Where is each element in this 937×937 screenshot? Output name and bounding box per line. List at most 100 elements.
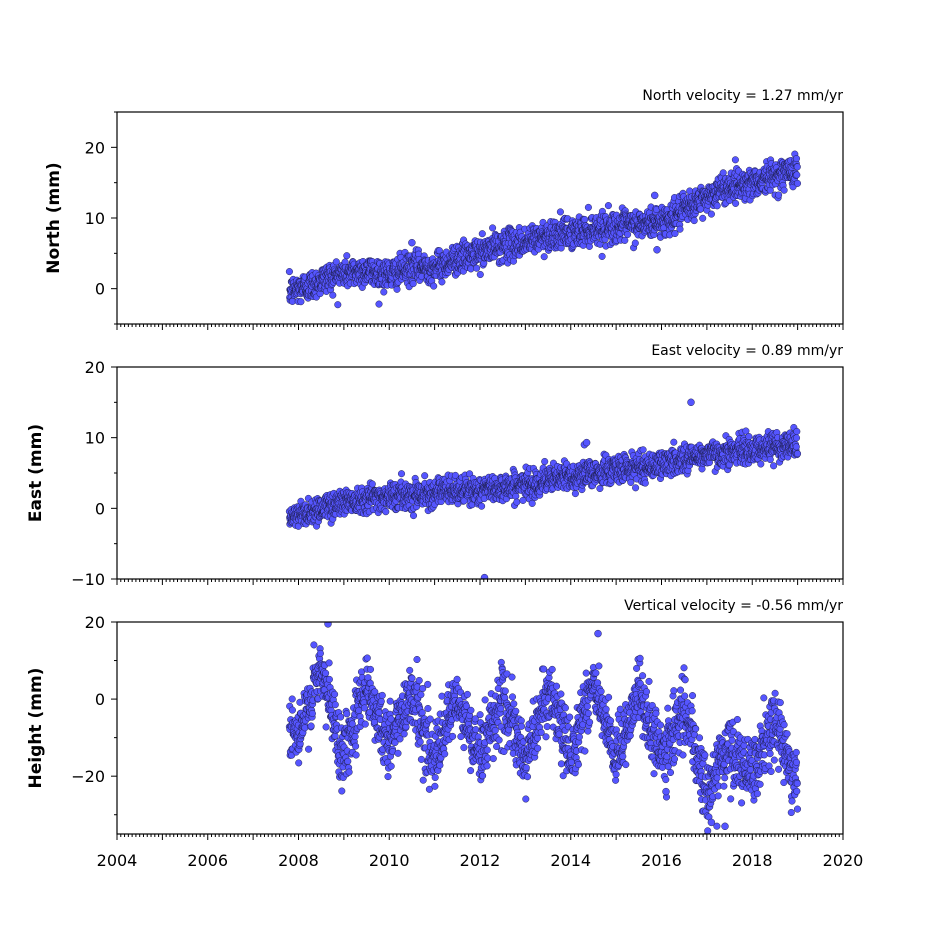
data-point xyxy=(384,773,392,781)
data-point xyxy=(707,210,715,218)
data-point xyxy=(632,484,640,492)
data-point xyxy=(377,697,385,705)
data-point xyxy=(489,224,497,232)
data-point xyxy=(301,724,309,732)
data-point xyxy=(670,438,678,446)
y-tick-label: 0 xyxy=(95,280,105,299)
height-axis-label: Height (mm) xyxy=(26,668,46,789)
outlier-point xyxy=(650,191,659,200)
data-point xyxy=(368,480,376,488)
data-point xyxy=(793,179,802,187)
data-point xyxy=(361,720,369,728)
data-point xyxy=(513,498,521,506)
data-point xyxy=(382,508,390,516)
data-point xyxy=(380,288,388,296)
north-axes: 0 10 20 xyxy=(85,111,844,330)
data-point xyxy=(598,252,606,260)
data-point xyxy=(478,230,486,238)
outlier-point xyxy=(408,238,416,247)
data-point xyxy=(793,171,801,179)
data-point xyxy=(345,768,353,776)
data-point xyxy=(408,674,416,682)
data-point xyxy=(473,264,481,272)
data-point xyxy=(334,301,342,309)
data-point xyxy=(745,433,753,441)
data-point xyxy=(476,270,484,279)
data-point xyxy=(331,690,339,698)
data-point xyxy=(478,502,486,510)
y-tick-label: 0 xyxy=(95,499,105,518)
data-point xyxy=(584,203,592,211)
north-axis-label: North (mm) xyxy=(44,162,64,273)
outlier-point xyxy=(582,438,591,447)
data-point xyxy=(556,208,564,216)
data-point xyxy=(338,787,346,795)
data-point xyxy=(310,641,318,649)
data-point xyxy=(387,762,395,770)
data-point xyxy=(770,462,778,470)
data-point xyxy=(540,253,548,261)
data-point xyxy=(305,745,313,753)
data-point xyxy=(699,214,707,222)
data-point xyxy=(332,258,340,266)
data-point xyxy=(581,215,589,224)
plot-frame xyxy=(116,111,844,325)
data-point xyxy=(793,450,802,458)
data-point xyxy=(732,199,740,207)
y-tick-label: 20 xyxy=(85,358,105,377)
data-point xyxy=(331,701,339,709)
data-point xyxy=(325,659,333,667)
data-point xyxy=(793,163,801,171)
y-tick-label: 10 xyxy=(85,209,105,228)
data-point xyxy=(363,654,371,662)
data-point xyxy=(671,229,679,238)
data-point xyxy=(308,709,316,718)
outlier-point xyxy=(653,246,661,254)
data-point xyxy=(624,230,632,239)
data-point xyxy=(329,291,337,299)
data-point xyxy=(409,512,418,520)
east-axis-label: East (mm) xyxy=(26,424,46,522)
data-point xyxy=(343,252,351,260)
data-point xyxy=(793,427,801,436)
data-point xyxy=(792,434,801,442)
data-point xyxy=(344,757,352,765)
data-point xyxy=(366,665,375,673)
north-velocity-label: North velocity = 1.27 mm/yr xyxy=(642,88,843,104)
data-point xyxy=(352,751,360,759)
data-point xyxy=(400,730,408,738)
outlier-point xyxy=(480,573,489,579)
data-point xyxy=(421,472,429,480)
data-point xyxy=(297,298,305,306)
data-point xyxy=(676,225,684,233)
data-point xyxy=(322,723,330,731)
data-point xyxy=(325,675,333,683)
data-point xyxy=(713,202,721,210)
data-point xyxy=(375,300,383,308)
data-point xyxy=(322,669,330,677)
data-point xyxy=(307,722,315,730)
y-tick-label: 10 xyxy=(85,429,105,448)
data-point xyxy=(351,733,359,741)
data-point xyxy=(780,186,788,194)
data-point xyxy=(288,706,296,714)
outlier-point xyxy=(687,398,695,407)
data-point xyxy=(409,280,417,288)
data-point xyxy=(519,496,527,504)
data-point xyxy=(775,191,783,199)
data-point xyxy=(731,156,739,164)
data-point xyxy=(757,460,765,468)
data-point xyxy=(394,749,402,757)
east-data-points xyxy=(285,398,802,579)
y-tick-label: 20 xyxy=(85,138,105,157)
data-point xyxy=(295,759,303,767)
data-point xyxy=(792,155,801,163)
data-point xyxy=(690,217,698,225)
data-point xyxy=(393,285,401,293)
north-data-points xyxy=(285,150,802,309)
east-panel: East velocity = 0.89 mm/yr East (mm) −10… xyxy=(26,343,844,589)
data-point xyxy=(641,479,649,487)
y-tick-label: −10 xyxy=(71,570,105,589)
data-point xyxy=(528,499,536,507)
